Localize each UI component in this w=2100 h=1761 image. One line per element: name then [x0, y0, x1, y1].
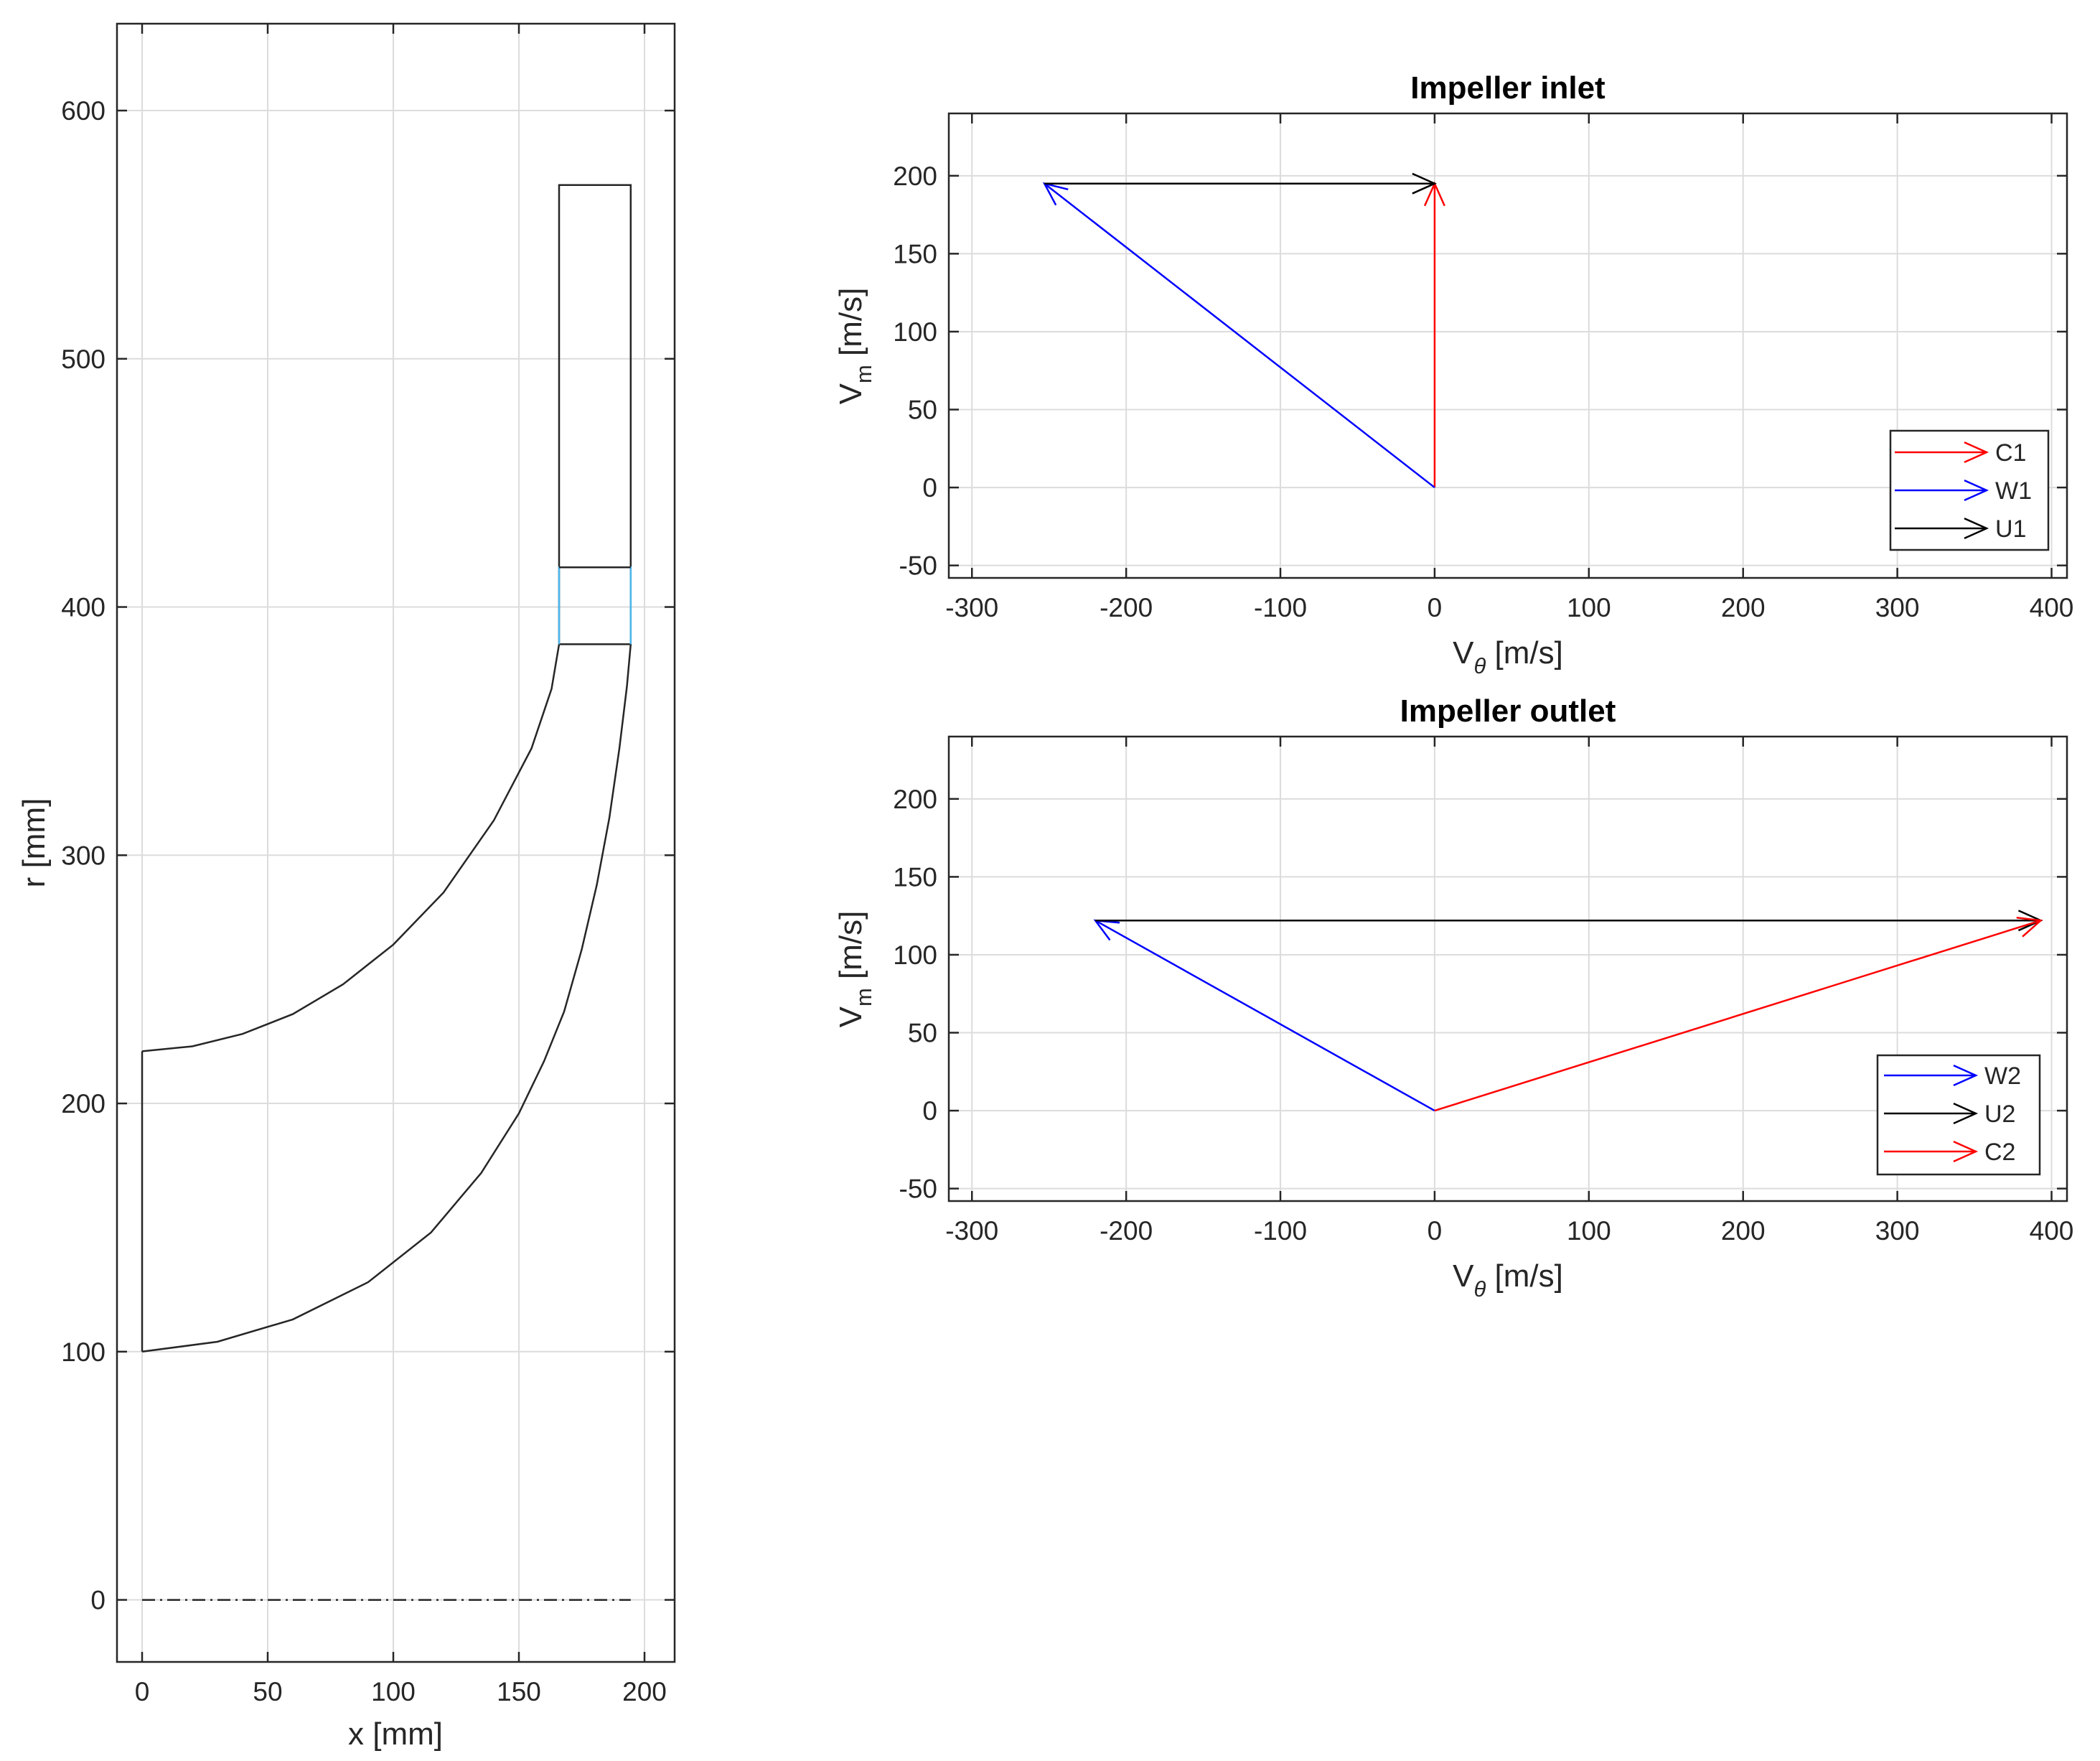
- legend-w1-label: W1: [1995, 477, 2032, 505]
- shroud-line: [141, 644, 561, 1052]
- legend-w1-swatch: [1895, 479, 1989, 502]
- inlet-y-tick-label: 50: [908, 396, 937, 425]
- meridional-x-tick-label: 100: [371, 1677, 416, 1706]
- c2-vector: [1434, 917, 2043, 1112]
- legend-w2-swatch: [1884, 1064, 1979, 1087]
- meridional-x-tick-label: 150: [497, 1677, 541, 1706]
- w2-vector-shaft: [1094, 920, 1435, 1112]
- vaneless-diffuser-outline-line: [558, 184, 632, 645]
- outlet-x-tick-label: 300: [1875, 1216, 1920, 1246]
- hub-line: [141, 644, 632, 1353]
- meridional-y-tick-label: 300: [61, 841, 106, 870]
- meridional-axes-box: [116, 22, 676, 1663]
- inlet-y-tick-label: 0: [922, 473, 937, 503]
- legend-u2-swatch: [1884, 1102, 1979, 1125]
- c1-vector: [1423, 181, 1445, 488]
- meridional-x-axis-label: x [mm]: [348, 1716, 443, 1752]
- outlet-x-axis-label: Vθ [m/s]: [1453, 1258, 1563, 1302]
- u1-vector-head: [1412, 172, 1437, 195]
- c2-vector-head: [2016, 917, 2043, 938]
- outlet-y-tick-label: 200: [893, 785, 937, 814]
- c2-vector-shaft: [1434, 920, 2041, 1112]
- inlet-x-tick-label: 100: [1567, 593, 1611, 622]
- outlet-y-axis-label: Vm [m/s]: [833, 911, 876, 1028]
- meridional-y-tick-label: 400: [61, 593, 106, 622]
- outlet-x-tick-label: 400: [2030, 1216, 2074, 1246]
- meridional-y-tick-label: 600: [61, 96, 106, 126]
- legend-w2-swatch-head: [1953, 1064, 1979, 1087]
- inlet-vectors: [1042, 172, 1445, 489]
- inlet-x-tick-label: -100: [1254, 593, 1307, 622]
- inlet-x-tick-label: 0: [1428, 593, 1443, 622]
- inlet-ticks: -300 -200 -100 0 100 200 300 400 -50 0 50 100 150 200: [893, 113, 2073, 622]
- outlet-y-tick-label: 150: [893, 862, 937, 892]
- w2-vector: [1093, 919, 1435, 1112]
- legend-u1-swatch: [1895, 517, 1989, 540]
- outlet-x-tick-label: 100: [1567, 1216, 1611, 1246]
- outlet-y-tick-label: -50: [899, 1174, 937, 1204]
- inlet-y-axis-label: Vm [m/s]: [833, 288, 876, 405]
- inlet-title: Impeller inlet: [1410, 70, 1606, 106]
- inlet-y-tick-label: 200: [893, 162, 937, 191]
- meridional-y-axis-label: r [mm]: [17, 798, 52, 888]
- outlet-legend: W2 U2 C2: [1876, 1054, 2041, 1176]
- inlet-y-tick-label: 150: [893, 239, 937, 268]
- outlet-ticks: -300 -200 -100 0 100 200 300 400 -50 0 50 100 150 200: [893, 737, 2073, 1246]
- inlet-x-tick-label: 400: [2030, 593, 2074, 622]
- u2-vector: [1095, 910, 2043, 932]
- inlet-y-tick-label: -50: [899, 551, 937, 581]
- inlet-x-tick-label: -300: [945, 593, 998, 622]
- legend-c2-swatch: [1884, 1140, 1979, 1163]
- outlet-x-tick-label: -300: [945, 1216, 998, 1246]
- meridional-y-tick-label: 100: [61, 1337, 106, 1367]
- meridional-x-tick-label: 200: [622, 1677, 667, 1706]
- w1-vector: [1042, 182, 1435, 489]
- meridional-x-tick-label: 0: [135, 1677, 150, 1706]
- meridional-y-tick-label: 500: [61, 345, 106, 374]
- meridional-y-tick-label: 0: [90, 1586, 106, 1615]
- meridional-x-tick-label: 50: [253, 1677, 282, 1706]
- outlet-x-tick-label: -200: [1100, 1216, 1153, 1246]
- u1-vector: [1044, 172, 1437, 195]
- meridional-ticks: 0 50 100 150 200 0 100 200 300 400 500 600: [61, 24, 675, 1706]
- outlet-vectors: [1093, 910, 2043, 1112]
- inlet-axes-box: [947, 112, 2068, 579]
- outlet-axes-box: [947, 735, 2068, 1202]
- outlet-velocity-triangle: Impeller outlet -300 -200 -100 0 100 200 300 40…: [833, 693, 2073, 1302]
- legend-w1-swatch-head: [1964, 479, 1989, 502]
- meridional-grid: [117, 24, 675, 1662]
- legend-c1-swatch: [1895, 441, 1989, 464]
- inlet-x-tick-label: -200: [1100, 593, 1153, 622]
- legend-c1-swatch-head: [1964, 441, 1989, 464]
- inlet-y-tick-label: 100: [893, 317, 937, 347]
- legend-u1-label: U1: [1995, 515, 2026, 543]
- legend-u2-swatch-head: [1953, 1102, 1979, 1125]
- blade-row-outlet-line: [558, 566, 632, 645]
- inlet-velocity-triangle: Impeller inlet -300 -200 -100 0 100 200 300 400…: [833, 70, 2073, 678]
- legend-u2-label: U2: [1984, 1101, 2015, 1128]
- legend-u1-swatch-head: [1964, 517, 1989, 540]
- outlet-title: Impeller outlet: [1400, 693, 1616, 729]
- legend-w2-label: W2: [1984, 1062, 2021, 1090]
- outlet-y-tick-label: 100: [893, 940, 937, 970]
- outlet-x-tick-label: 0: [1428, 1216, 1443, 1246]
- outlet-x-tick-label: -100: [1254, 1216, 1307, 1246]
- outlet-y-tick-label: 0: [922, 1096, 937, 1126]
- w1-vector-shaft: [1044, 182, 1435, 489]
- meridional-plot: 0 50 100 150 200 0 100 200 300 400 500 600 x [mm] r…: [17, 22, 676, 1752]
- outlet-y-tick-label: 50: [908, 1019, 937, 1048]
- legend-c2-label: C2: [1984, 1139, 2015, 1166]
- outlet-x-tick-label: 200: [1721, 1216, 1766, 1246]
- legend-c2-swatch-head: [1953, 1140, 1979, 1163]
- inlet-x-tick-label: 300: [1875, 593, 1920, 622]
- legend-c1-label: C1: [1995, 439, 2026, 467]
- inlet-x-axis-label: Vθ [m/s]: [1453, 635, 1563, 678]
- inlet-x-tick-label: 200: [1721, 593, 1766, 622]
- outlet-grid: [949, 737, 2067, 1201]
- meridional-y-tick-label: 200: [61, 1089, 106, 1118]
- inlet-legend: C1 W1 U1: [1889, 429, 2050, 551]
- meridional-series: [141, 184, 632, 1601]
